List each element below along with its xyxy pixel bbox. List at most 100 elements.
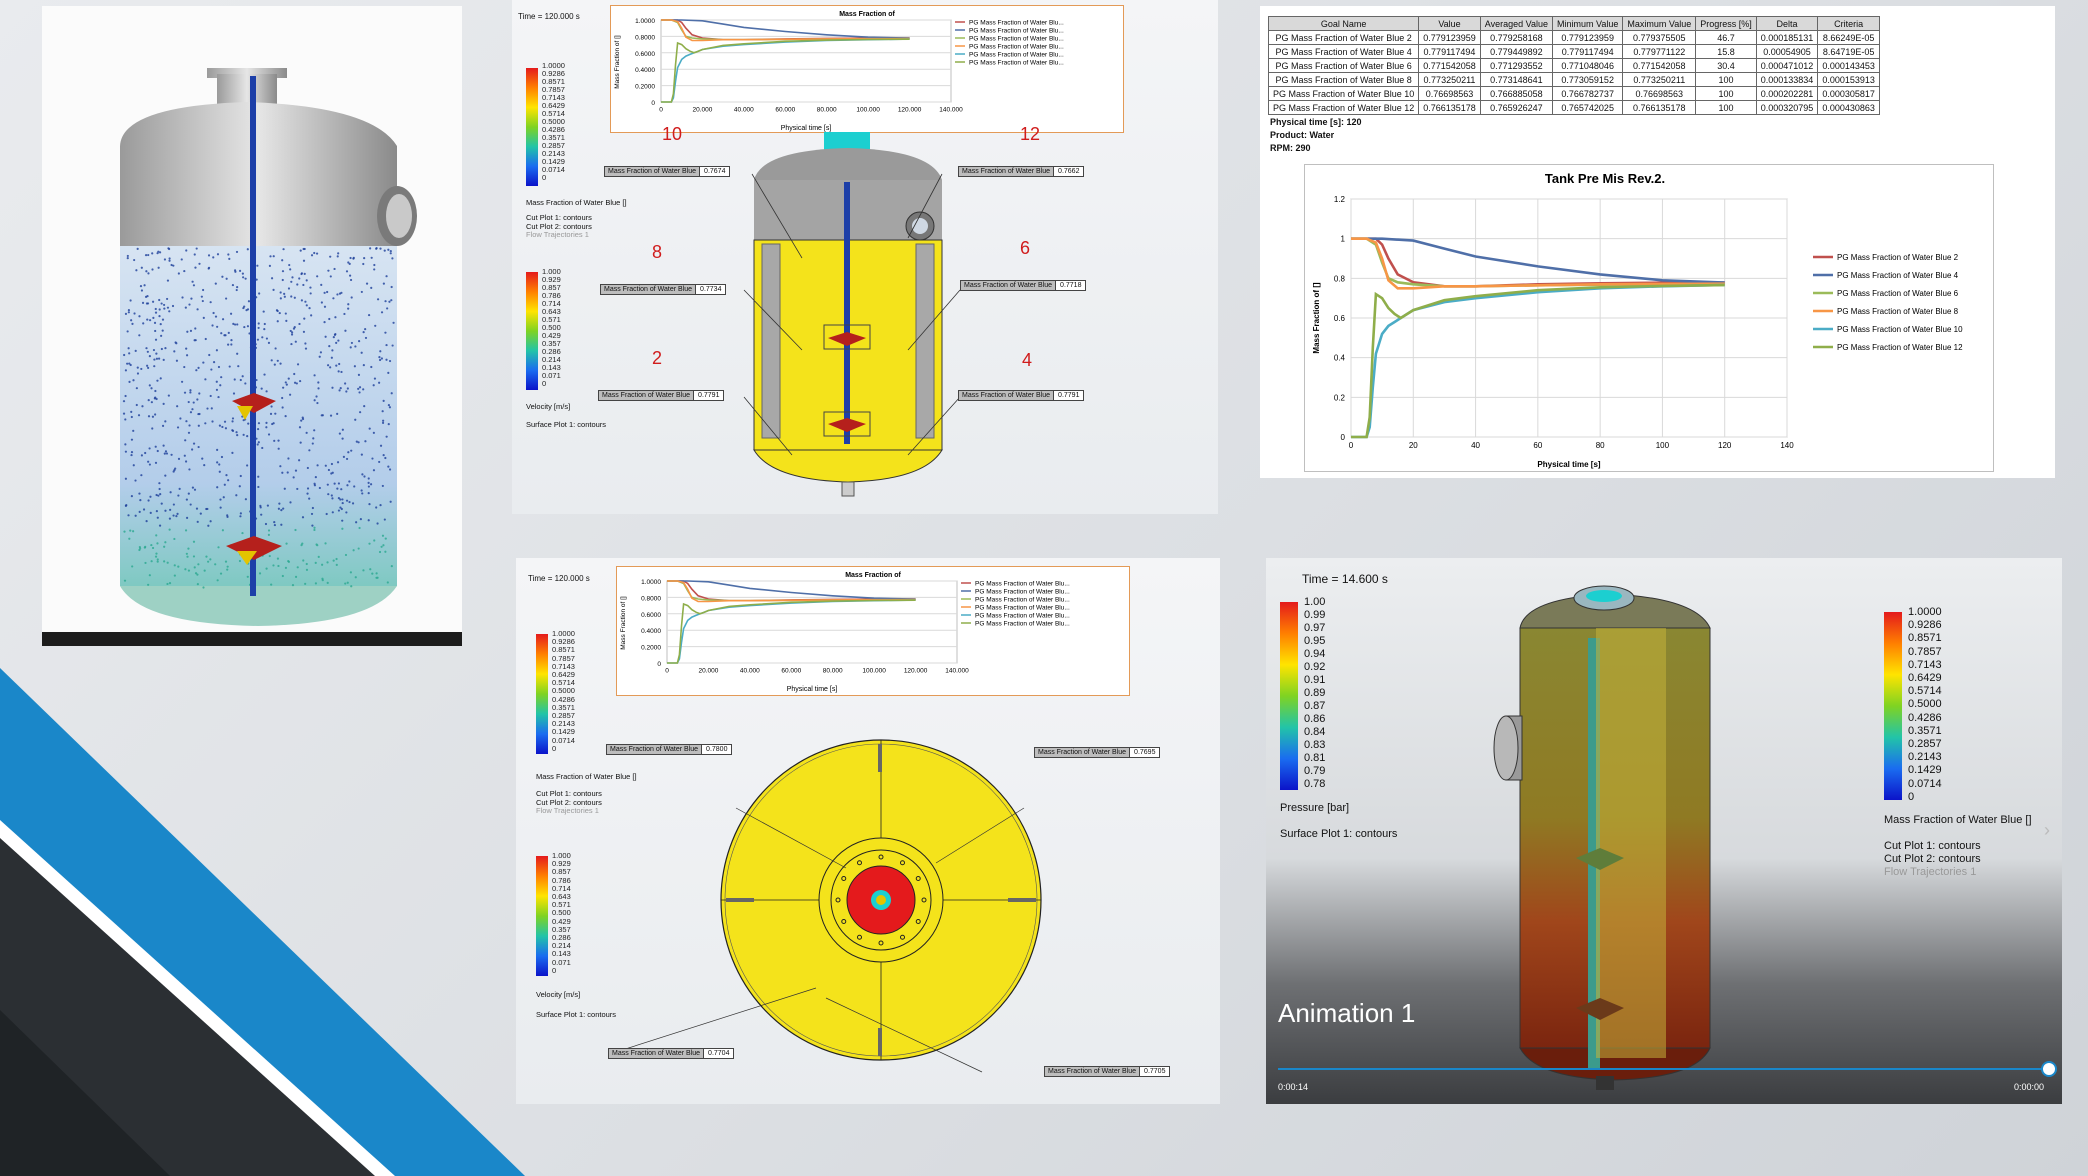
table-cell: PG Mass Fraction of Water Blue 10 bbox=[1267, 86, 1420, 101]
scale-tick: 0.3571 bbox=[1908, 724, 1942, 737]
series-line bbox=[661, 38, 910, 103]
legend-entry: PG Mass Fraction of Water Blu... bbox=[975, 581, 1070, 588]
column-header: Progress [%] bbox=[1695, 16, 1757, 31]
velocity-colorbar bbox=[536, 856, 548, 976]
table-cell: PG Mass Fraction of Water Blue 4 bbox=[1267, 44, 1420, 59]
y-tick-label: 0 bbox=[657, 661, 661, 668]
legend-entry: PG Mass Fraction of Water Blue 8 bbox=[1837, 307, 1959, 316]
y-tick-label: 0.6 bbox=[1334, 314, 1346, 323]
column-header: Averaged Value bbox=[1479, 16, 1554, 31]
scale-tick: 1.0000 bbox=[542, 61, 565, 70]
table-cell: 0.000305817 bbox=[1817, 86, 1880, 101]
probe-number-8: 8 bbox=[652, 242, 663, 262]
scale-tick: 0.357 bbox=[552, 924, 571, 934]
table-cell: PG Mass Fraction of Water Blue 12 bbox=[1267, 100, 1420, 115]
scale-tick: 0.9286 bbox=[1908, 619, 1942, 632]
flange-bolts bbox=[835, 854, 927, 946]
surface-plot-label: Surface Plot 1: contours bbox=[1280, 828, 1398, 840]
cfd-top-view: Time = 120.000 s Mass Fraction of 0 0.2000… bbox=[516, 558, 1220, 1104]
table-cell: 0.773148641 bbox=[1479, 72, 1554, 87]
probe-label: Mass Fraction of Water Blue 0.7695 bbox=[1034, 747, 1161, 758]
series-line bbox=[667, 599, 916, 664]
scale-tick: 0.84 bbox=[1304, 726, 1326, 738]
x-tick-label: 100.000 bbox=[856, 107, 880, 114]
mass-fraction-colorbar bbox=[536, 634, 548, 754]
legend-entry: PG Mass Fraction of Water Blue 4 bbox=[1837, 271, 1959, 280]
y-axis-label: Mass Fraction of [] bbox=[1312, 282, 1321, 353]
chart-area: Tank Pre Mis Rev.2. 0 0.2 0.4 0.6 0.8 1 1.2 0 20 4… bbox=[1304, 164, 1994, 472]
tank-particle-view bbox=[42, 6, 462, 646]
table-cell: 0.773059152 bbox=[1551, 72, 1624, 87]
tank-particle-render bbox=[42, 68, 462, 646]
y-tick-label: 1.0000 bbox=[635, 18, 655, 25]
table-cell: 0.779771122 bbox=[1622, 44, 1697, 59]
chevron-right-icon[interactable]: › bbox=[2044, 820, 2050, 840]
scale-tick: 0.1429 bbox=[1908, 764, 1942, 777]
mass-fraction-colorbar bbox=[1884, 612, 1902, 800]
scale-tick: 1.000 bbox=[552, 851, 571, 860]
run-info-line: Physical time [s]: 120 bbox=[1270, 117, 1362, 127]
scale-tick: 0.5000 bbox=[552, 686, 575, 696]
table-cell: 0.773250211 bbox=[1622, 72, 1697, 87]
scale-tick: 0.87 bbox=[1304, 700, 1326, 712]
scale-tick: 0.071 bbox=[542, 371, 561, 380]
scale-tick: 0.857 bbox=[542, 283, 561, 292]
series-line bbox=[1351, 237, 1725, 284]
table-cell: 0.779375505 bbox=[1622, 30, 1697, 45]
table-cell: 0.779123959 bbox=[1418, 30, 1481, 45]
scale-tick: 0.5714 bbox=[542, 109, 565, 118]
x-tick-label: 20.000 bbox=[692, 107, 712, 114]
table-cell: PG Mass Fraction of Water Blue 6 bbox=[1267, 58, 1420, 73]
scale-tick: 0 bbox=[1908, 790, 1915, 803]
scale-tick: 0.2143 bbox=[552, 719, 575, 729]
scale-tick: 0.643 bbox=[542, 307, 561, 316]
probe-label: Mass Fraction of Water Blue 0.7734 bbox=[600, 284, 727, 295]
scale-tick: 0 bbox=[542, 379, 547, 388]
cut-plot-item: Cut Plot 2: contours bbox=[536, 797, 602, 807]
pressure-title: Pressure [bar] bbox=[1280, 802, 1350, 814]
scale-tick: 0.99 bbox=[1304, 609, 1326, 621]
scale-tick: 0.143 bbox=[552, 949, 571, 959]
scale-tick: 0.8571 bbox=[542, 77, 565, 86]
scale-tick: 0.7143 bbox=[542, 93, 565, 102]
surface-plot-label: Surface Plot 1: contours bbox=[536, 1010, 617, 1019]
probe-number-2: 2 bbox=[652, 348, 663, 368]
table-cell: 0.766135178 bbox=[1418, 100, 1481, 115]
timeline-track[interactable] bbox=[1278, 1068, 2048, 1070]
legend-entry: PG Mass Fraction of Water Blu... bbox=[975, 597, 1070, 604]
legend-entry: PG Mass Fraction of Water Blue 12 bbox=[1837, 343, 1963, 352]
scale-tick: 0.94 bbox=[1304, 648, 1326, 660]
timeline-handle[interactable] bbox=[2041, 1061, 2057, 1077]
table-cell: 0.779117494 bbox=[1418, 44, 1481, 59]
scale-tick: 1.00 bbox=[1304, 596, 1326, 608]
scale-tick: 0.0714 bbox=[542, 165, 565, 174]
probe-number-6: 6 bbox=[1020, 238, 1031, 258]
scale-tick: 0.3571 bbox=[552, 702, 575, 712]
x-tick-label: 120 bbox=[1718, 441, 1732, 450]
run-info-line: RPM: 290 bbox=[1270, 143, 1311, 153]
time-readout: Time = 120.000 s bbox=[518, 12, 580, 21]
legend-entry: PG Mass Fraction of Water Blu... bbox=[975, 613, 1070, 620]
table-cell: 100 bbox=[1695, 86, 1757, 101]
scale-tick: 0.8571 bbox=[1908, 632, 1942, 645]
column-header: Goal Name bbox=[1267, 16, 1420, 31]
series-line bbox=[1351, 237, 1725, 290]
time-start: 0:00:14 bbox=[1278, 1082, 1309, 1092]
table-row: PG Mass Fraction of Water Blue 2 0.779123… bbox=[1267, 30, 1880, 45]
scale-tick: 0.1429 bbox=[542, 157, 565, 166]
scale-tick: 0.91 bbox=[1304, 674, 1326, 686]
scale-tick: 0.4286 bbox=[1908, 711, 1942, 724]
series-line bbox=[667, 580, 916, 600]
tank-animation-render bbox=[1493, 585, 1711, 1090]
y-tick-label: 0.4000 bbox=[635, 67, 655, 74]
scale-tick: 0.214 bbox=[542, 355, 561, 364]
column-header: Delta bbox=[1755, 16, 1819, 31]
table-cell: PG Mass Fraction of Water Blue 8 bbox=[1267, 72, 1420, 87]
series-line bbox=[661, 19, 910, 42]
scale-tick: 0.143 bbox=[542, 363, 561, 372]
velocity-title: Velocity [m/s] bbox=[536, 990, 581, 999]
legend-entry: PG Mass Fraction of Water Blu... bbox=[975, 605, 1070, 612]
y-tick-label: 1.0000 bbox=[641, 579, 661, 586]
x-tick-label: 60.000 bbox=[775, 107, 795, 114]
velocity-scale: 1.000 0.929 0.857 0.786 0.714 0.643 0.571 0.500… bbox=[542, 268, 561, 388]
